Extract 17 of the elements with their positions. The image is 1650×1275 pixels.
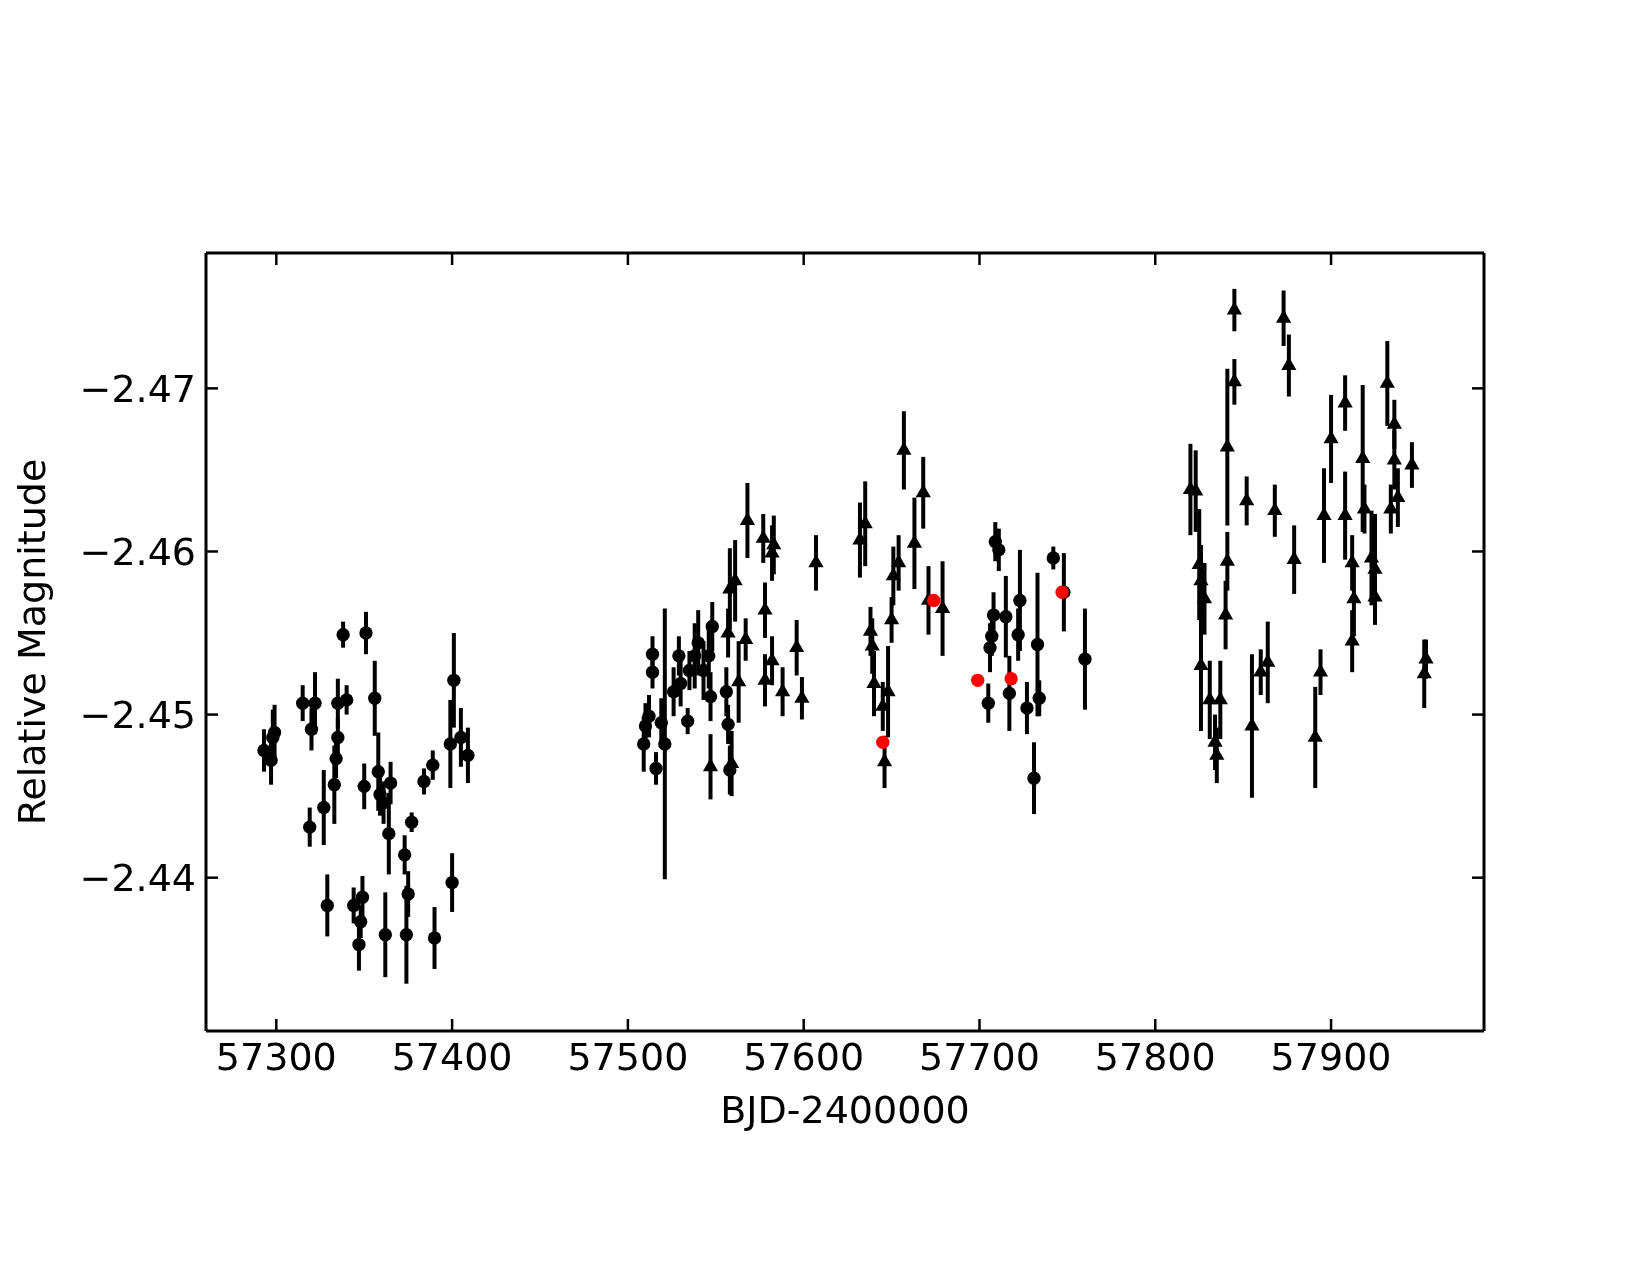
x-tick-label: 57600 bbox=[743, 1034, 865, 1079]
y-tick-label: −2.47 bbox=[79, 366, 196, 411]
x-tick-label: 57900 bbox=[1270, 1034, 1392, 1079]
point bbox=[927, 593, 941, 608]
x-tick-label: 57500 bbox=[567, 1034, 689, 1079]
y-tick-label: −2.44 bbox=[79, 856, 196, 901]
y-tick-label: −2.46 bbox=[79, 529, 196, 574]
x-tick-label: 57400 bbox=[391, 1034, 513, 1079]
y-tick-label: −2.45 bbox=[79, 693, 196, 738]
x-tick-label: 57300 bbox=[215, 1034, 337, 1079]
point bbox=[971, 673, 985, 687]
point bbox=[1004, 672, 1018, 686]
point bbox=[876, 735, 890, 749]
y-axis-title: Relative Magnitude bbox=[10, 458, 54, 826]
x-tick-label: 57800 bbox=[1094, 1034, 1216, 1079]
x-axis-title: BJD-2400000 bbox=[720, 1088, 970, 1132]
x-tick-label: 57700 bbox=[919, 1034, 1040, 1079]
